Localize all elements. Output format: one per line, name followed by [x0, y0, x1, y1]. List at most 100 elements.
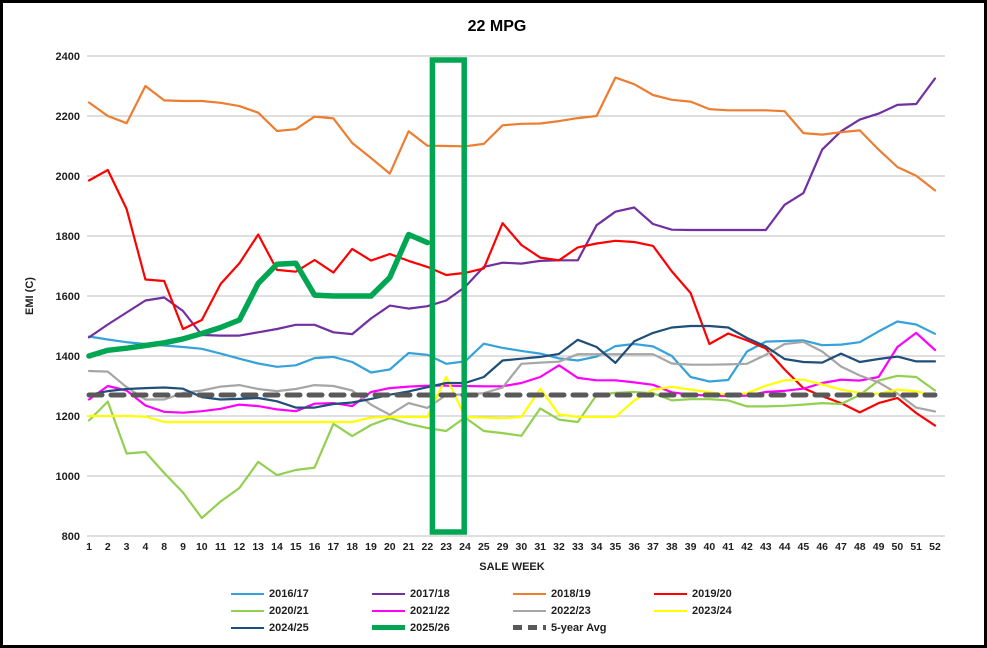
legend-item-2018-19: 2018/19: [513, 585, 650, 602]
x-tick-47: 47: [835, 541, 847, 553]
x-tick-31: 31: [534, 541, 546, 553]
series-line-2017-18: [87, 77, 937, 339]
x-tick-44: 44: [779, 541, 791, 553]
legend-label: 2020/21: [269, 604, 309, 617]
legend-swatch: [513, 592, 546, 595]
x-tick-3: 3: [124, 541, 130, 553]
x-tick-13: 13: [252, 541, 264, 553]
x-tick-38: 38: [666, 541, 678, 553]
x-tick-32: 32: [553, 541, 565, 553]
y-axis-title: EMI (C): [24, 277, 36, 315]
y-tick-1800: 1800: [56, 231, 80, 243]
x-tick-43: 43: [760, 541, 772, 553]
x-tick-36: 36: [628, 541, 640, 553]
x-tick-17: 17: [328, 541, 340, 553]
series-line-2016-17: [87, 320, 937, 383]
chart-title: 22 MPG: [468, 18, 527, 35]
legend-item-2025-26: 2025/26: [372, 619, 509, 636]
series-line-2018-19: [87, 76, 937, 192]
x-tick-2: 2: [105, 541, 111, 553]
legend-swatch: [654, 609, 687, 612]
x-tick-10: 10: [196, 541, 208, 553]
legend-label: 2017/18: [410, 587, 450, 600]
x-tick-1: 1: [86, 541, 92, 553]
x-tick-4: 4: [142, 541, 148, 553]
legend-label: 2022/23: [551, 604, 591, 617]
legend-swatch: [231, 592, 264, 595]
legend-item-2022-23: 2022/23: [513, 602, 650, 619]
x-tick-25: 25: [478, 541, 490, 553]
legend-label: 2023/24: [692, 604, 732, 617]
x-tick-33: 33: [572, 541, 584, 553]
line-chart: 22 MPG 800100012001400160018002000220024…: [24, 18, 945, 573]
series-lines: [86, 76, 938, 520]
legend-swatch: [513, 625, 546, 630]
legend-swatch: [372, 592, 405, 595]
legend-item-2020-21: 2020/21: [231, 602, 368, 619]
x-tick-41: 41: [722, 541, 734, 553]
x-tick-46: 46: [816, 541, 828, 553]
legend-item-2023-24: 2023/24: [654, 602, 791, 619]
series-line-2025-26: [86, 231, 431, 359]
legend-item-2019-20: 2019/20: [654, 585, 791, 602]
y-tick-1200: 1200: [56, 411, 80, 423]
legend-label: 2018/19: [551, 587, 591, 600]
y-tick-2400: 2400: [56, 51, 80, 63]
y-tick-1600: 1600: [56, 291, 80, 303]
x-tick-23: 23: [440, 541, 452, 553]
legend-swatch: [231, 626, 264, 629]
legend-swatch: [654, 592, 687, 595]
y-axis-tick-labels: 800 1000 1200 1400 1600 1800 2000 2200 2400: [56, 51, 80, 543]
x-tick-16: 16: [309, 541, 321, 553]
x-tick-37: 37: [647, 541, 659, 553]
gridlines: [87, 55, 945, 537]
y-tick-800: 800: [62, 531, 80, 543]
legend-swatch: [372, 609, 405, 612]
x-tick-24: 24: [459, 541, 471, 553]
x-tick-51: 51: [910, 541, 922, 553]
x-tick-50: 50: [892, 541, 904, 553]
series-line-2024-25: [87, 324, 937, 409]
x-tick-21: 21: [403, 541, 415, 553]
x-axis-tick-labels: 1 2 3 4 8 9 10 11 12 13 14 15 16 17 18 19 20 21 22 23 24 25 29…: [86, 541, 941, 553]
legend-label: 5-year Avg: [551, 621, 607, 634]
x-tick-14: 14: [271, 541, 283, 553]
x-axis-title: SALE WEEK: [479, 561, 544, 573]
highlight-box-weeks-22-23: [429, 57, 467, 535]
y-tick-1000: 1000: [56, 471, 80, 483]
x-tick-35: 35: [610, 541, 622, 553]
y-tick-2000: 2000: [56, 171, 80, 183]
x-tick-22: 22: [422, 541, 434, 553]
legend-label: 2016/17: [269, 587, 309, 600]
x-tick-19: 19: [365, 541, 377, 553]
x-tick-9: 9: [180, 541, 186, 553]
x-tick-42: 42: [741, 541, 753, 553]
legend-swatch: [231, 609, 264, 612]
x-tick-30: 30: [516, 541, 528, 553]
x-tick-52: 52: [929, 541, 941, 553]
x-tick-18: 18: [346, 541, 358, 553]
series-line-2022-23: [87, 340, 937, 416]
y-tick-1400: 1400: [56, 351, 80, 363]
legend-label: 2021/22: [410, 604, 450, 617]
x-tick-48: 48: [854, 541, 866, 553]
series-line-2020-21: [87, 374, 937, 520]
legend-label: 2024/25: [269, 621, 309, 634]
legend-item-5-year-avg: 5-year Avg: [513, 619, 650, 636]
x-tick-15: 15: [290, 541, 302, 553]
x-tick-45: 45: [798, 541, 810, 553]
x-tick-34: 34: [591, 541, 603, 553]
x-tick-20: 20: [384, 541, 396, 553]
legend-swatch: [372, 625, 405, 630]
series-line-2023-24: [87, 375, 937, 424]
x-tick-8: 8: [161, 541, 167, 553]
legend-label: 2019/20: [692, 587, 732, 600]
x-tick-29: 29: [497, 541, 509, 553]
x-tick-12: 12: [234, 541, 246, 553]
series-line-2021-22: [87, 331, 937, 414]
x-tick-39: 39: [685, 541, 697, 553]
legend-item-2021-22: 2021/22: [372, 602, 509, 619]
legend-item-2017-18: 2017/18: [372, 585, 509, 602]
y-tick-2200: 2200: [56, 111, 80, 123]
